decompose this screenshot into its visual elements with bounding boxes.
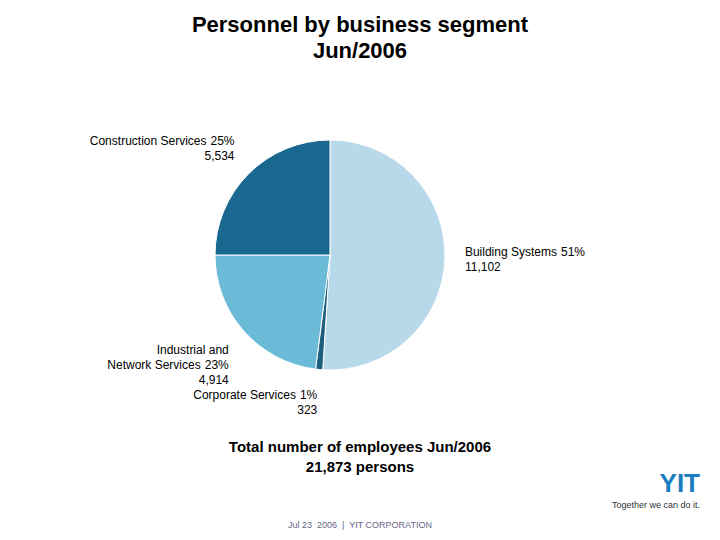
slice-label: Construction Services 25%5,534 [90, 134, 235, 163]
pie-slice [323, 140, 445, 370]
annotation-total: Total number of employees Jun/2006 21,873… [229, 438, 491, 475]
count-label: 5,534 [205, 149, 235, 163]
title: Personnel by business segmentJun/2006 [192, 12, 529, 63]
logo: YIT [660, 468, 701, 498]
label-line: Building Systems 51% [465, 245, 585, 259]
category-label: Construction Services [90, 134, 207, 148]
category-label: Building Systems [465, 245, 557, 259]
value-label: 51% [561, 245, 585, 259]
category-label: Industrial andNetwork Services [107, 343, 228, 372]
footer: Jul 23 2006 | YIT CORPORATION [288, 520, 432, 530]
value-label: 23% [205, 358, 229, 372]
slice-label: Industrial andNetwork Services23%4,914 [107, 343, 229, 387]
value-label: 1% [300, 388, 318, 402]
label-line: Construction Services 25% [90, 134, 235, 148]
count-label: 11,102 [465, 260, 501, 274]
slice-label: Corporate Services 1%323 [193, 388, 317, 417]
label-line: Corporate Services 1% [193, 388, 317, 402]
slice-label: Building Systems 51% 11,102 [465, 245, 585, 274]
chart: Personnel by business segmentJun/2006 Bui… [0, 0, 720, 540]
title-line: Personnel by business segment [192, 12, 529, 37]
count-label: 323 [297, 403, 317, 417]
pie [215, 140, 445, 370]
annotation-line: Total number of employees Jun/2006 [229, 438, 491, 455]
tagline: Together we can do it. [612, 500, 700, 510]
count-label: 4,914 [199, 373, 229, 387]
value-label: 25% [211, 134, 235, 148]
annotation-line: 21,873 persons [306, 458, 414, 475]
title-line: Jun/2006 [313, 38, 407, 63]
category-line: Industrial and [157, 343, 229, 357]
pie-slice [215, 255, 330, 369]
category-label: Corporate Services [193, 388, 296, 402]
category-line: Network Services [107, 358, 200, 372]
